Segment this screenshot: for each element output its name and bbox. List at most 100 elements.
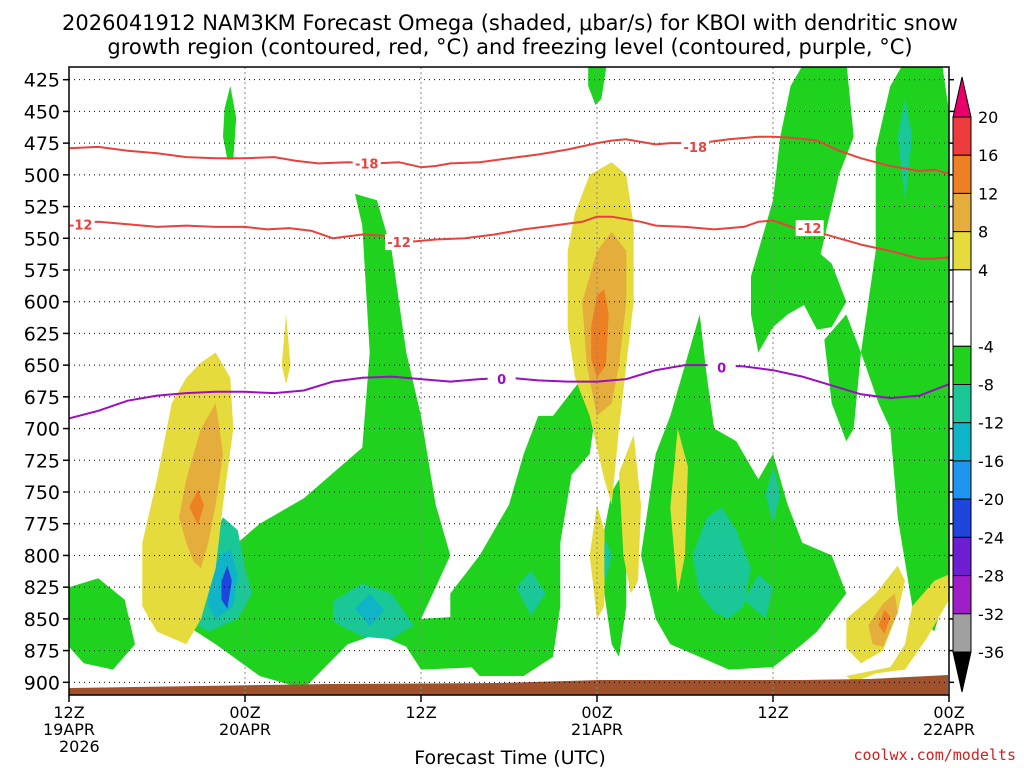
colorbar-bin-11 — [952, 536, 972, 577]
contour-0-label-1: 0 — [717, 362, 726, 377]
colorbar-label-7: -12 — [978, 414, 1004, 433]
grid — [69, 67, 949, 695]
y-tick-label-725: 725 — [24, 450, 60, 472]
x-tick-label-0-1: 12Z — [53, 703, 84, 722]
x-tick-label-48-1: 12Z — [757, 703, 788, 722]
contour--12-label-bg-0 — [69, 216, 95, 233]
colorbar-bottom-triangle — [952, 651, 972, 693]
omega-region-27 — [589, 504, 605, 619]
y-tick-label-600: 600 — [24, 292, 60, 314]
colorbar-label-12: -32 — [978, 605, 1004, 624]
omega-region-31 — [179, 403, 223, 569]
contour--18-label-1: -18 — [684, 141, 708, 156]
x-axis-label: Forecast Time (UTC) — [414, 747, 605, 768]
omega-shading — [69, 67, 949, 689]
omega-region-19 — [692, 507, 751, 619]
omega-region-26 — [619, 434, 641, 594]
x-tick-label-60-1: 00Z — [933, 703, 964, 722]
y-tick-label-800: 800 — [24, 545, 60, 567]
contours: -18 -18 -12 -12 -12 0 0 — [69, 135, 949, 420]
terrain-surface — [69, 675, 948, 695]
colorbar: 20 16 12 8 4 -4 -8 -12 -16 -20 -24 -28 -32 -36 — [952, 76, 1004, 693]
omega-region-30 — [846, 565, 905, 664]
contour-0-label-bg-1 — [707, 359, 736, 376]
colorbar-label-11: -28 — [978, 567, 1004, 586]
omega-region-17 — [516, 570, 546, 617]
colorbar-bin-12 — [952, 575, 972, 615]
colorbar-bin-7 — [952, 384, 972, 424]
credit-text: coolwx.com/modelts — [853, 746, 1016, 764]
omega-region-9 — [802, 251, 847, 330]
colorbar-label-4: 4 — [978, 261, 988, 280]
colorbar-bin-10 — [952, 498, 972, 538]
colorbar-bin-6 — [952, 345, 972, 385]
contour--18-label-0: -18 — [355, 157, 379, 172]
omega-region-28 — [670, 428, 688, 594]
y-tick-label-625: 625 — [24, 323, 60, 345]
colorbar-bin-1 — [952, 116, 972, 156]
contour-0-label-0: 0 — [497, 373, 506, 388]
colorbar-label-9: -20 — [978, 490, 1004, 509]
colorbar-label-8: -16 — [978, 452, 1004, 471]
y-tick-label-550: 550 — [24, 228, 60, 250]
x-tick-label-36-2: 21APR — [571, 720, 623, 739]
omega-region-1 — [223, 86, 237, 160]
y-tick-label-475: 475 — [24, 133, 60, 155]
colorbar-top-triangle — [952, 76, 972, 118]
colorbar-label-3: 8 — [978, 223, 988, 242]
x-tick-label-12-1: 00Z — [229, 703, 260, 722]
contour-0-label-bg-0 — [487, 371, 516, 388]
contour--12-label-bg-1 — [385, 234, 413, 251]
y-tick-label-875: 875 — [24, 641, 60, 663]
omega-region-5 — [588, 67, 607, 106]
y-tick-label-775: 775 — [24, 514, 60, 536]
x-tick-label-36-1: 00Z — [581, 703, 612, 722]
y-tick-label-825: 825 — [24, 577, 60, 599]
omega-region-14 — [221, 565, 232, 609]
colorbar-label-2: 12 — [978, 184, 998, 203]
contour--12-label-bg-2 — [795, 220, 824, 237]
colorbar-label-10: -24 — [978, 528, 1004, 547]
colorbar-bin-9 — [952, 460, 972, 500]
contour--12-label-2: -12 — [798, 222, 822, 237]
omega-region-29 — [846, 574, 949, 683]
y-tick-label-525: 525 — [24, 197, 60, 219]
y-tick-label-575: 575 — [24, 260, 60, 282]
y-tick-label-500: 500 — [24, 165, 60, 187]
chart-title-line2: growth region (contoured, red, °C) and f… — [107, 35, 912, 59]
omega-region-0 — [69, 578, 135, 670]
y-tick-label-750: 750 — [24, 482, 60, 504]
chart-title-line1: 2026041912 NAM3KM Forecast Omega (shaded… — [62, 11, 958, 35]
y-tick-label-700: 700 — [24, 419, 60, 441]
x-tick-label-24-1: 12Z — [405, 703, 436, 722]
colorbar-bin-3 — [952, 192, 972, 233]
y-tick-label-450: 450 — [24, 101, 60, 123]
y-tick-label-850: 850 — [24, 609, 60, 631]
omega-region-2 — [186, 193, 510, 689]
omega-region-10 — [824, 314, 861, 442]
x-tick-label-60-2: 22APR — [923, 720, 975, 739]
y-tick-label-900: 900 — [24, 672, 60, 694]
colorbar-label-1: 16 — [978, 146, 998, 165]
omega-region-21 — [743, 574, 773, 619]
contour--18-line — [69, 135, 949, 175]
ground-fill — [69, 675, 948, 695]
omega-region-3 — [450, 415, 575, 676]
omega-region-7 — [641, 314, 847, 670]
omega-region-24 — [281, 314, 291, 385]
colorbar-bin-2 — [952, 154, 972, 194]
y-tick-label-650: 650 — [24, 355, 60, 377]
colorbar-label-0: 20 — [978, 108, 998, 127]
colorbar-bin-13 — [952, 613, 972, 653]
colorbar-label-6: -8 — [978, 376, 994, 395]
omega-region-16 — [355, 593, 385, 627]
contour--12-label-0: -12 — [69, 218, 93, 233]
colorbar-label-5: -4 — [978, 337, 994, 356]
x-tick-label-0-2: 19APR — [43, 720, 95, 739]
omega-region-20 — [765, 466, 781, 524]
omega-region-34 — [189, 489, 204, 525]
y-tick-label-675: 675 — [24, 387, 60, 409]
y-tick-label-425: 425 — [24, 70, 60, 92]
colorbar-label-13: -36 — [978, 643, 1004, 662]
colorbar-bin-5 — [952, 269, 972, 347]
